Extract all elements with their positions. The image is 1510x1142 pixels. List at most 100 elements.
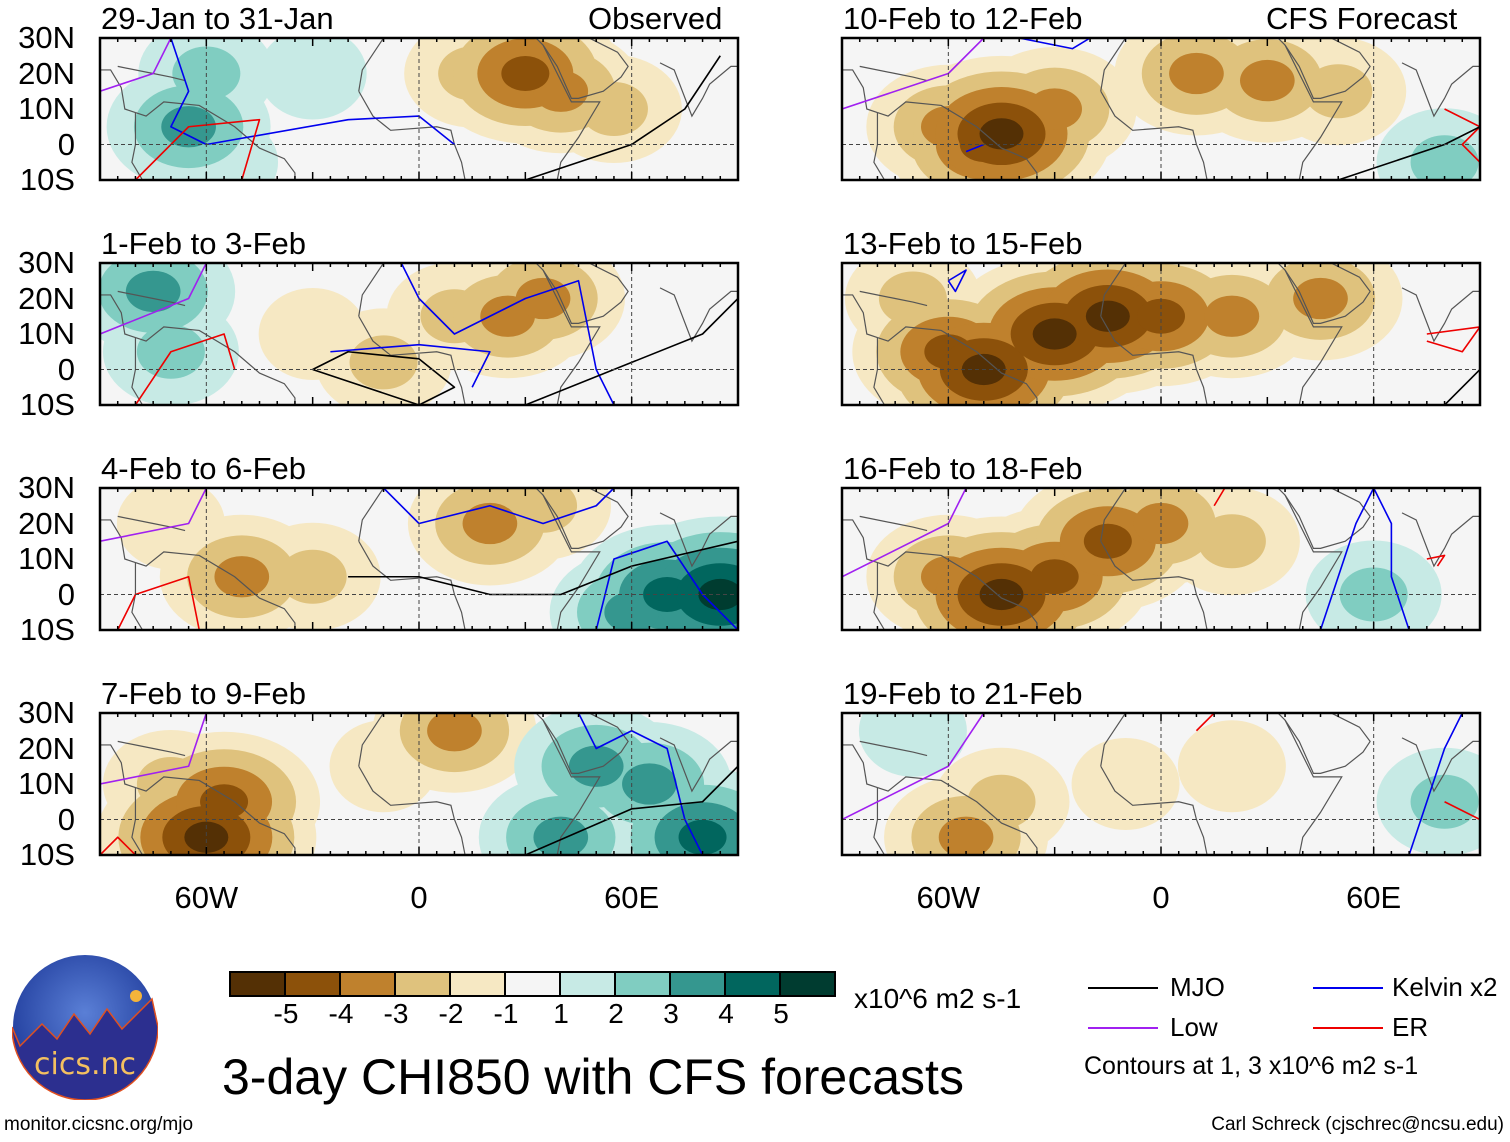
- er-contour: [1195, 713, 1215, 732]
- coastline: [842, 519, 878, 564]
- legend-kelvin: Kelvin x2: [1392, 972, 1498, 1002]
- coastline: [100, 294, 136, 339]
- anomaly-shading: [979, 118, 1024, 150]
- lon-label: 0: [1152, 880, 1170, 915]
- lon-label: 60W: [916, 880, 981, 915]
- map-panel: [840, 486, 1482, 632]
- coastline: [1100, 488, 1343, 630]
- colorbar-tick-label: 3: [663, 998, 679, 1029]
- footer-credit: Carl Schreck (cjschrec@ncsu.edu): [1211, 1114, 1504, 1135]
- coastline: [873, 787, 886, 855]
- anomaly-shading: [678, 819, 727, 855]
- panel-frame: [840, 486, 1482, 632]
- anomaly-shading: [1071, 738, 1180, 830]
- figure-title: 3-day CHI850 with CFS forecasts: [222, 1049, 964, 1105]
- kelvin-contour: [1408, 713, 1463, 855]
- legend-er: ER: [1392, 1012, 1429, 1042]
- coastline: [859, 515, 928, 532]
- anomaly-shading: [979, 578, 1024, 611]
- lat-label: 10S: [19, 837, 75, 872]
- coastline: [358, 263, 601, 405]
- anomaly-shading: [184, 821, 229, 853]
- lat-label: 10N: [18, 91, 75, 126]
- kelvin-contour: [947, 269, 967, 293]
- mjo-contour: [1443, 368, 1480, 405]
- coastline: [877, 101, 1038, 180]
- coastline: [358, 38, 601, 180]
- coastline: [842, 744, 878, 789]
- colorbar-swatch: [561, 973, 616, 995]
- anomaly-shading: [200, 784, 249, 820]
- coastline: [1100, 765, 1208, 855]
- anomaly-shading: [1085, 300, 1130, 332]
- kelvin-contour: [965, 143, 985, 153]
- coastline: [1401, 737, 1480, 793]
- coastline: [542, 488, 629, 549]
- coastline: [873, 112, 886, 180]
- coastline: [659, 62, 738, 118]
- map-panel: [840, 261, 1482, 407]
- observed-header: Observed: [588, 1, 723, 36]
- coastline: [877, 326, 1038, 405]
- coastline: [877, 776, 1038, 855]
- colorbar-tick-label: 2: [608, 998, 624, 1029]
- coastline: [873, 562, 886, 630]
- anomaly-shading: [1410, 135, 1479, 180]
- coastline: [1100, 540, 1208, 630]
- units-label: x10^6 m2 s-1: [854, 983, 1022, 1014]
- low-contour: [100, 488, 208, 543]
- coastline: [358, 315, 466, 405]
- coastline: [542, 38, 629, 99]
- lat-label: 20N: [18, 730, 75, 766]
- anomaly-shading: [967, 774, 1036, 829]
- er-contour: [134, 333, 236, 405]
- low-contour: [100, 38, 172, 93]
- coastline: [131, 787, 144, 855]
- colorbar-swatch: [286, 973, 341, 995]
- panel-frame: [840, 36, 1482, 182]
- logo-text: cics.nc: [34, 1047, 136, 1082]
- colorbar-swatch: [341, 973, 396, 995]
- mjo-contour: [525, 297, 738, 405]
- coastline: [1100, 38, 1343, 180]
- anomaly-shading: [579, 82, 648, 136]
- legend-mjo: MJO: [1170, 972, 1225, 1002]
- er-contour: [134, 118, 261, 180]
- anomaly-shading: [1293, 277, 1348, 320]
- mjo-contour: [348, 540, 738, 596]
- lat-label: 10N: [18, 766, 75, 801]
- lat-label: 0: [57, 126, 75, 162]
- colorbar-swatch: [616, 973, 671, 995]
- er-contour: [1444, 108, 1480, 163]
- map-panel: [98, 36, 740, 182]
- coastline: [1284, 263, 1371, 324]
- coastline: [117, 740, 186, 757]
- anomaly-shading: [116, 488, 225, 570]
- anomaly-shading: [1177, 720, 1286, 813]
- er-contour: [1426, 554, 1446, 567]
- er-contour: [117, 575, 201, 630]
- colorbar-swatch: [231, 973, 286, 995]
- anomaly-shading: [501, 56, 550, 91]
- colorbar-swatch: [671, 973, 726, 995]
- cics-logo: cics.nc: [12, 955, 158, 1100]
- coastline: [542, 713, 629, 774]
- colorbar-swatch: [396, 973, 451, 995]
- anomaly-shading: [427, 713, 482, 752]
- coastline: [842, 294, 878, 339]
- coastline: [358, 765, 466, 855]
- lat-label: 10S: [19, 162, 75, 197]
- footer-url[interactable]: monitor.cicsnc.org/mjo: [4, 1114, 194, 1135]
- coastline: [1401, 512, 1480, 568]
- colorbar-swatch: [781, 973, 834, 995]
- anomaly-shading: [1032, 318, 1077, 350]
- colorbar-tick-label: 4: [718, 998, 734, 1029]
- coastline: [100, 69, 136, 114]
- contour-note: Contours at 1, 3 x10^6 m2 s-1: [1084, 1052, 1419, 1080]
- map-panel: [840, 711, 1482, 857]
- kelvin-contour: [577, 713, 704, 855]
- coastline: [1401, 62, 1480, 118]
- coastline: [842, 69, 878, 114]
- anomaly-shading: [1204, 295, 1260, 337]
